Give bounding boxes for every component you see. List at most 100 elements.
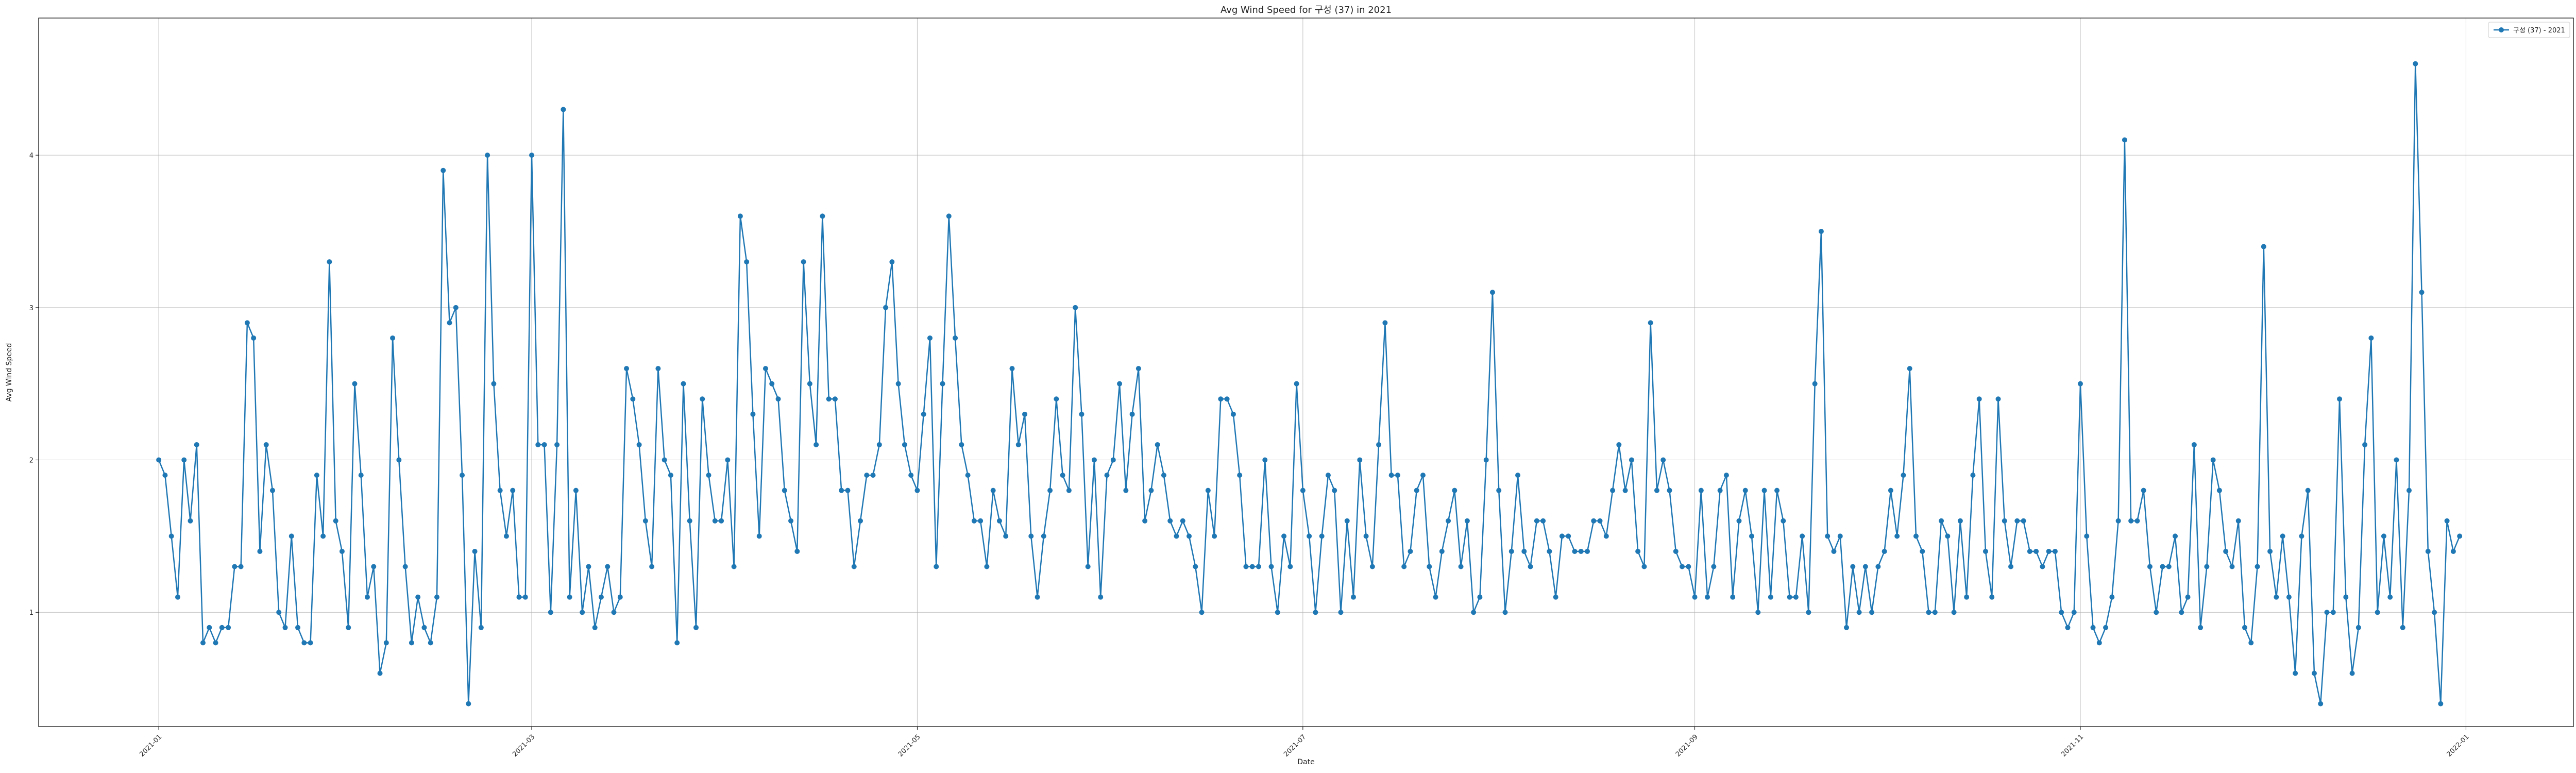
data-point — [1414, 488, 1419, 493]
data-point — [238, 564, 244, 569]
data-point — [1521, 548, 1527, 554]
data-point — [1104, 473, 1110, 478]
data-point — [820, 213, 825, 219]
data-point — [1882, 548, 1887, 554]
data-point — [598, 594, 604, 600]
data-point — [719, 518, 724, 524]
data-point — [1698, 488, 1704, 493]
data-point — [2090, 625, 2096, 630]
data-point — [2375, 610, 2380, 615]
data-point — [1047, 488, 1053, 493]
data-point — [1907, 366, 1912, 372]
data-point — [2413, 61, 2418, 66]
data-point — [1945, 533, 1951, 539]
data-point — [1369, 564, 1375, 569]
data-point — [756, 533, 762, 539]
data-point — [1307, 533, 1312, 539]
data-point — [832, 396, 838, 402]
data-point — [674, 640, 680, 646]
data-point — [554, 442, 560, 447]
data-point — [472, 548, 478, 554]
series-layer — [156, 61, 2463, 707]
data-point — [2330, 610, 2336, 615]
data-point — [352, 381, 358, 386]
data-point — [1540, 518, 1546, 524]
data-point — [485, 153, 490, 158]
data-point — [2191, 442, 2197, 447]
data-point — [1806, 610, 1811, 615]
data-point — [1287, 564, 1293, 569]
data-point — [617, 594, 623, 600]
data-point — [1256, 564, 1261, 569]
data-point — [1673, 548, 1679, 554]
data-point — [2267, 548, 2273, 554]
data-point — [365, 594, 370, 600]
data-point — [2046, 548, 2052, 554]
data-point — [1035, 594, 1040, 600]
data-point — [927, 335, 933, 341]
data-point — [1818, 228, 1824, 234]
data-point — [1401, 564, 1407, 569]
data-point — [377, 670, 383, 676]
data-point — [1300, 488, 1306, 493]
data-point — [775, 396, 781, 402]
data-point — [2286, 594, 2292, 600]
data-point — [1894, 533, 1900, 539]
data-point — [276, 610, 282, 615]
data-point — [548, 610, 553, 615]
data-point — [2425, 548, 2431, 554]
data-point — [1761, 488, 1767, 493]
data-point — [1951, 610, 1957, 615]
data-point — [339, 548, 345, 554]
data-point — [301, 640, 307, 646]
data-point — [1622, 488, 1628, 493]
data-point — [1939, 518, 1944, 524]
data-point — [1534, 518, 1539, 524]
data-point — [1742, 488, 1748, 493]
data-point — [1230, 411, 1236, 417]
data-point — [2008, 564, 2014, 569]
data-point — [503, 533, 509, 539]
data-point — [946, 213, 952, 219]
data-point — [2394, 457, 2399, 463]
data-point — [1439, 548, 1445, 554]
grid-lines — [39, 18, 2573, 727]
data-point — [2198, 625, 2204, 630]
y-tick-label: 2 — [29, 457, 33, 465]
data-point — [1464, 518, 1470, 524]
data-point — [1932, 610, 1938, 615]
data-point — [1837, 533, 1843, 539]
data-point — [1723, 473, 1729, 478]
data-point — [2154, 610, 2159, 615]
data-point — [1060, 473, 1065, 478]
data-point — [1180, 518, 1185, 524]
data-point — [1862, 564, 1868, 569]
data-point — [2160, 564, 2165, 569]
data-point — [914, 488, 920, 493]
data-point — [1856, 610, 1862, 615]
data-point — [1825, 533, 1831, 539]
data-point — [826, 396, 832, 402]
data-point — [1768, 594, 1773, 600]
data-point — [1629, 457, 1634, 463]
data-point — [1989, 594, 1995, 600]
data-point — [2457, 533, 2463, 539]
data-point — [700, 396, 705, 402]
data-point — [453, 305, 459, 310]
data-point — [1022, 411, 1028, 417]
data-point — [1452, 488, 1458, 493]
data-point — [2438, 701, 2444, 707]
data-point — [1471, 610, 1477, 615]
legend-label: 구성 (37) - 2021 — [2513, 27, 2565, 35]
data-point — [1174, 533, 1179, 539]
data-point — [1970, 473, 1976, 478]
data-point — [636, 442, 642, 447]
data-point — [1129, 411, 1135, 417]
data-point — [1774, 488, 1780, 493]
data-point — [162, 473, 168, 478]
data-point — [2103, 625, 2109, 630]
data-point — [788, 518, 794, 524]
data-point — [1509, 548, 1514, 554]
data-point — [984, 564, 990, 569]
data-point — [750, 411, 756, 417]
